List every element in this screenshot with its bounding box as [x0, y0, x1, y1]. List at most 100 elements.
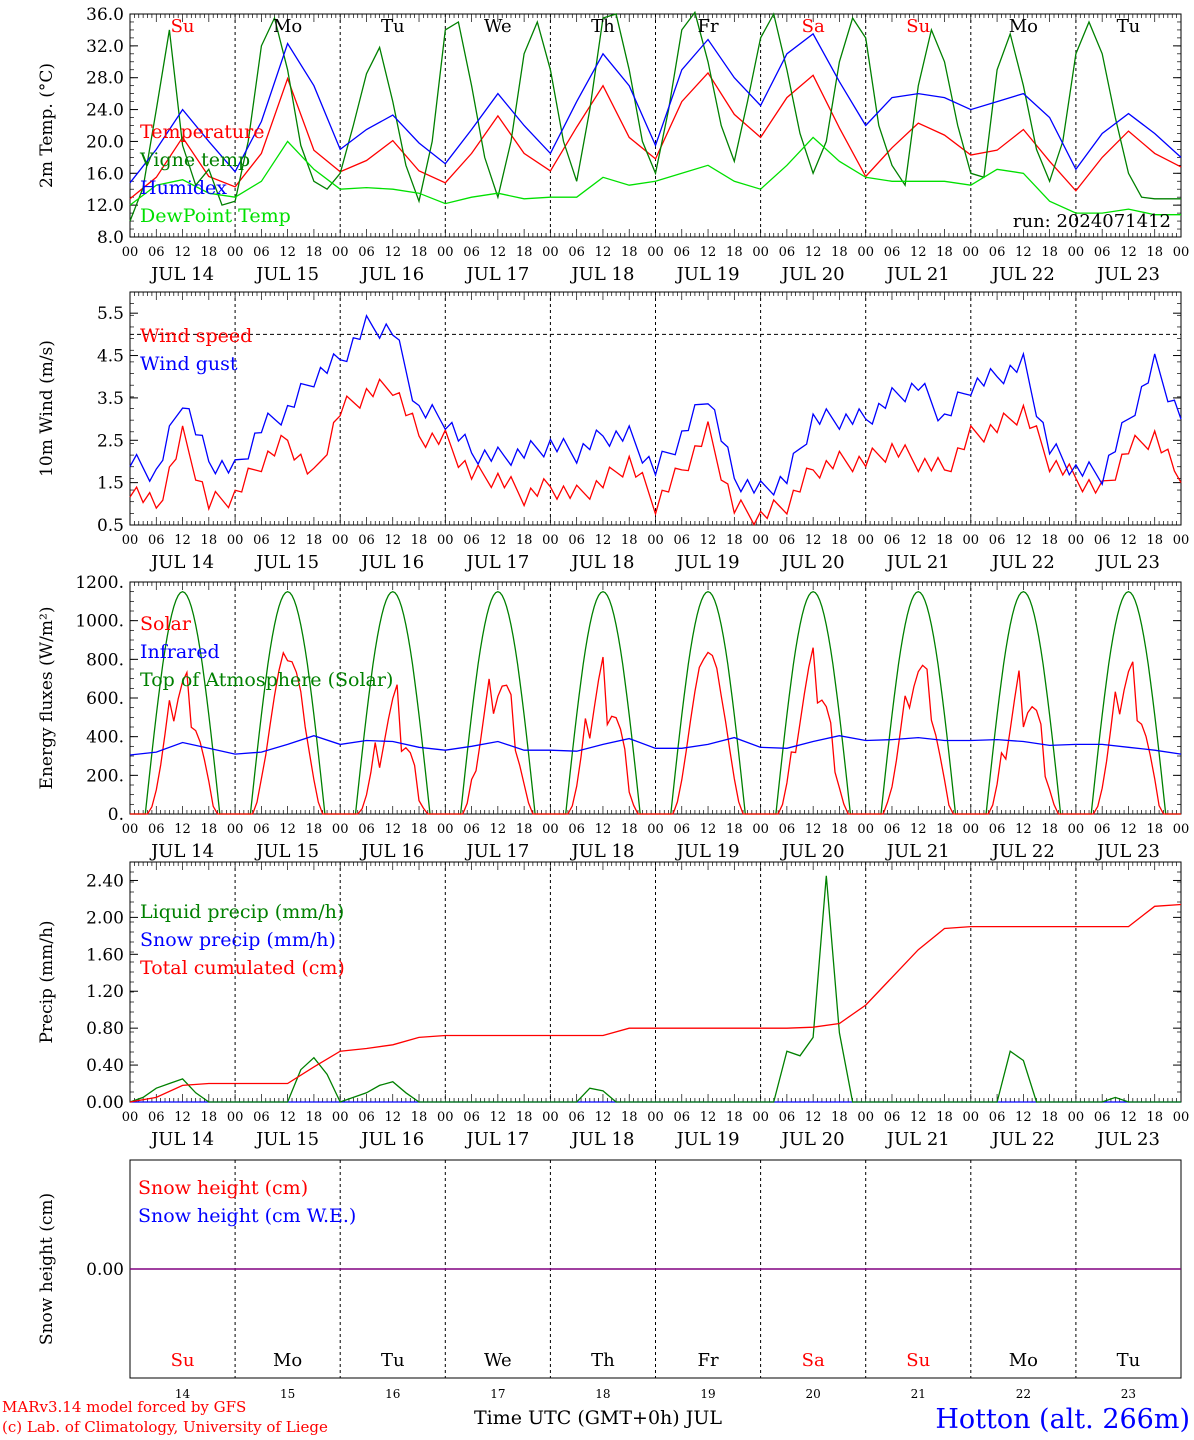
y-tick-label: 1.5 — [97, 474, 124, 494]
date-label: JUL 23 — [1095, 552, 1160, 573]
hour-tick-label: 18 — [621, 245, 638, 260]
hour-tick-label: 12 — [1120, 533, 1137, 548]
hour-tick-label: 12 — [805, 822, 822, 837]
hour-tick-label: 06 — [358, 245, 375, 260]
hour-tick-label: 18 — [1146, 533, 1163, 548]
hour-tick-label: 00 — [227, 822, 244, 837]
hour-tick-label: 06 — [989, 533, 1006, 548]
hour-tick-label: 00 — [857, 245, 874, 260]
hour-tick-label: 18 — [936, 822, 953, 837]
hour-tick-label: 00 — [542, 533, 559, 548]
hour-tick-label: 00 — [752, 1110, 769, 1125]
hour-tick-label: 18 — [1041, 533, 1058, 548]
weekday-label: Su — [906, 1350, 930, 1371]
hour-tick-label: 00 — [227, 245, 244, 260]
hour-tick-label: 06 — [989, 822, 1006, 837]
hour-tick-label: 18 — [831, 822, 848, 837]
hour-tick-label: 00 — [332, 245, 349, 260]
credit-line-1: MARv3.14 model forced by GFS — [2, 1398, 246, 1416]
weekday-label: Fr — [698, 1350, 719, 1371]
y-tick-label: 2.5 — [97, 431, 124, 451]
weekday-label: Mo — [273, 1350, 302, 1371]
hour-tick-label: 18 — [306, 533, 323, 548]
day-number-label: 19 — [700, 1387, 715, 1401]
hour-tick-label: 12 — [910, 245, 927, 260]
hour-tick-label: 06 — [779, 245, 796, 260]
hour-tick-label: 00 — [752, 822, 769, 837]
hour-tick-label: 18 — [201, 245, 218, 260]
hour-tick-label: 12 — [490, 533, 507, 548]
legend-entry: Vigne temp — [139, 149, 250, 171]
hour-tick-label: 18 — [1041, 822, 1058, 837]
legend-entry: DewPoint Temp — [140, 205, 291, 227]
y-tick-label: 4.5 — [97, 347, 124, 367]
date-label: JUL 17 — [464, 264, 529, 285]
legend-entry: Temperature — [140, 121, 264, 143]
y-tick-label: 200. — [86, 766, 124, 786]
hour-tick-label: 12 — [384, 1110, 401, 1125]
date-label: JUL 23 — [1095, 1129, 1160, 1150]
hour-tick-label: 06 — [568, 1110, 585, 1125]
y-tick-label: 36.0 — [86, 5, 124, 25]
y-tick-label: 0.00 — [86, 1093, 124, 1113]
date-label: JUL 15 — [254, 552, 319, 573]
day-number-label: 16 — [385, 1387, 400, 1401]
hour-tick-label: 18 — [1041, 1110, 1058, 1125]
date-label: JUL 19 — [675, 552, 740, 573]
weekday-label: Mo — [1009, 16, 1038, 37]
hour-tick-label: 12 — [490, 822, 507, 837]
y-tick-label: 0.80 — [86, 1019, 124, 1039]
hour-tick-label: 06 — [358, 822, 375, 837]
day-number-label: 15 — [280, 1387, 295, 1401]
date-label: JUL 23 — [1095, 841, 1160, 862]
date-label: JUL 16 — [359, 552, 424, 573]
hour-tick-label: 12 — [805, 245, 822, 260]
y-tick-label: 400. — [86, 728, 124, 748]
weekday-label: Su — [171, 16, 195, 37]
weekday-label: Th — [591, 1350, 615, 1371]
hour-tick-label: 12 — [595, 245, 612, 260]
y-tick-label: 1000. — [75, 612, 124, 632]
y-tick-label: 20.0 — [86, 132, 124, 152]
hour-tick-label: 18 — [306, 245, 323, 260]
hour-tick-label: 00 — [437, 245, 454, 260]
y-tick-label: 3.5 — [97, 389, 124, 409]
credit-line-2: (c) Lab. of Climatology, University of L… — [2, 1418, 328, 1436]
weekday-label: Tu — [381, 1350, 405, 1371]
y-tick-label: 0.00 — [86, 1260, 124, 1280]
hour-tick-label: 06 — [253, 245, 270, 260]
hour-tick-label: 18 — [516, 533, 533, 548]
hour-tick-label: 06 — [148, 245, 165, 260]
weekday-label: We — [484, 1350, 512, 1371]
y-tick-label: 5.5 — [97, 304, 124, 324]
date-label: JUL 18 — [569, 264, 634, 285]
legend-entry: Wind gust — [140, 353, 238, 375]
hour-tick-label: 18 — [726, 822, 743, 837]
date-label: JUL 16 — [359, 841, 424, 862]
hour-tick-label: 12 — [910, 822, 927, 837]
hour-tick-label: 00 — [752, 533, 769, 548]
hour-tick-label: 00 — [332, 822, 349, 837]
y-tick-label: 0.40 — [86, 1056, 124, 1076]
hour-tick-label: 00 — [752, 245, 769, 260]
date-label: JUL 20 — [780, 552, 845, 573]
hour-tick-label: 06 — [1094, 245, 1111, 260]
hour-tick-label: 12 — [1015, 245, 1032, 260]
series-line-infrared — [129, 735, 1182, 756]
series-line-temperature — [129, 71, 1182, 200]
hour-tick-label: 00 — [542, 822, 559, 837]
hour-tick-label: 18 — [621, 822, 638, 837]
hour-tick-label: 12 — [174, 245, 191, 260]
date-label: JUL 15 — [254, 1129, 319, 1150]
date-label: JUL 18 — [569, 841, 634, 862]
hour-tick-label: 06 — [884, 822, 901, 837]
hour-tick-label: 00 — [963, 1110, 980, 1125]
hour-tick-label: 18 — [516, 1110, 533, 1125]
hour-tick-label: 00 — [227, 1110, 244, 1125]
weekday-label: Su — [171, 1350, 195, 1371]
weekday-label: Sa — [802, 16, 825, 37]
hour-tick-label: 06 — [989, 245, 1006, 260]
hour-tick-label: 06 — [779, 1110, 796, 1125]
y-tick-label: 16.0 — [86, 164, 124, 184]
